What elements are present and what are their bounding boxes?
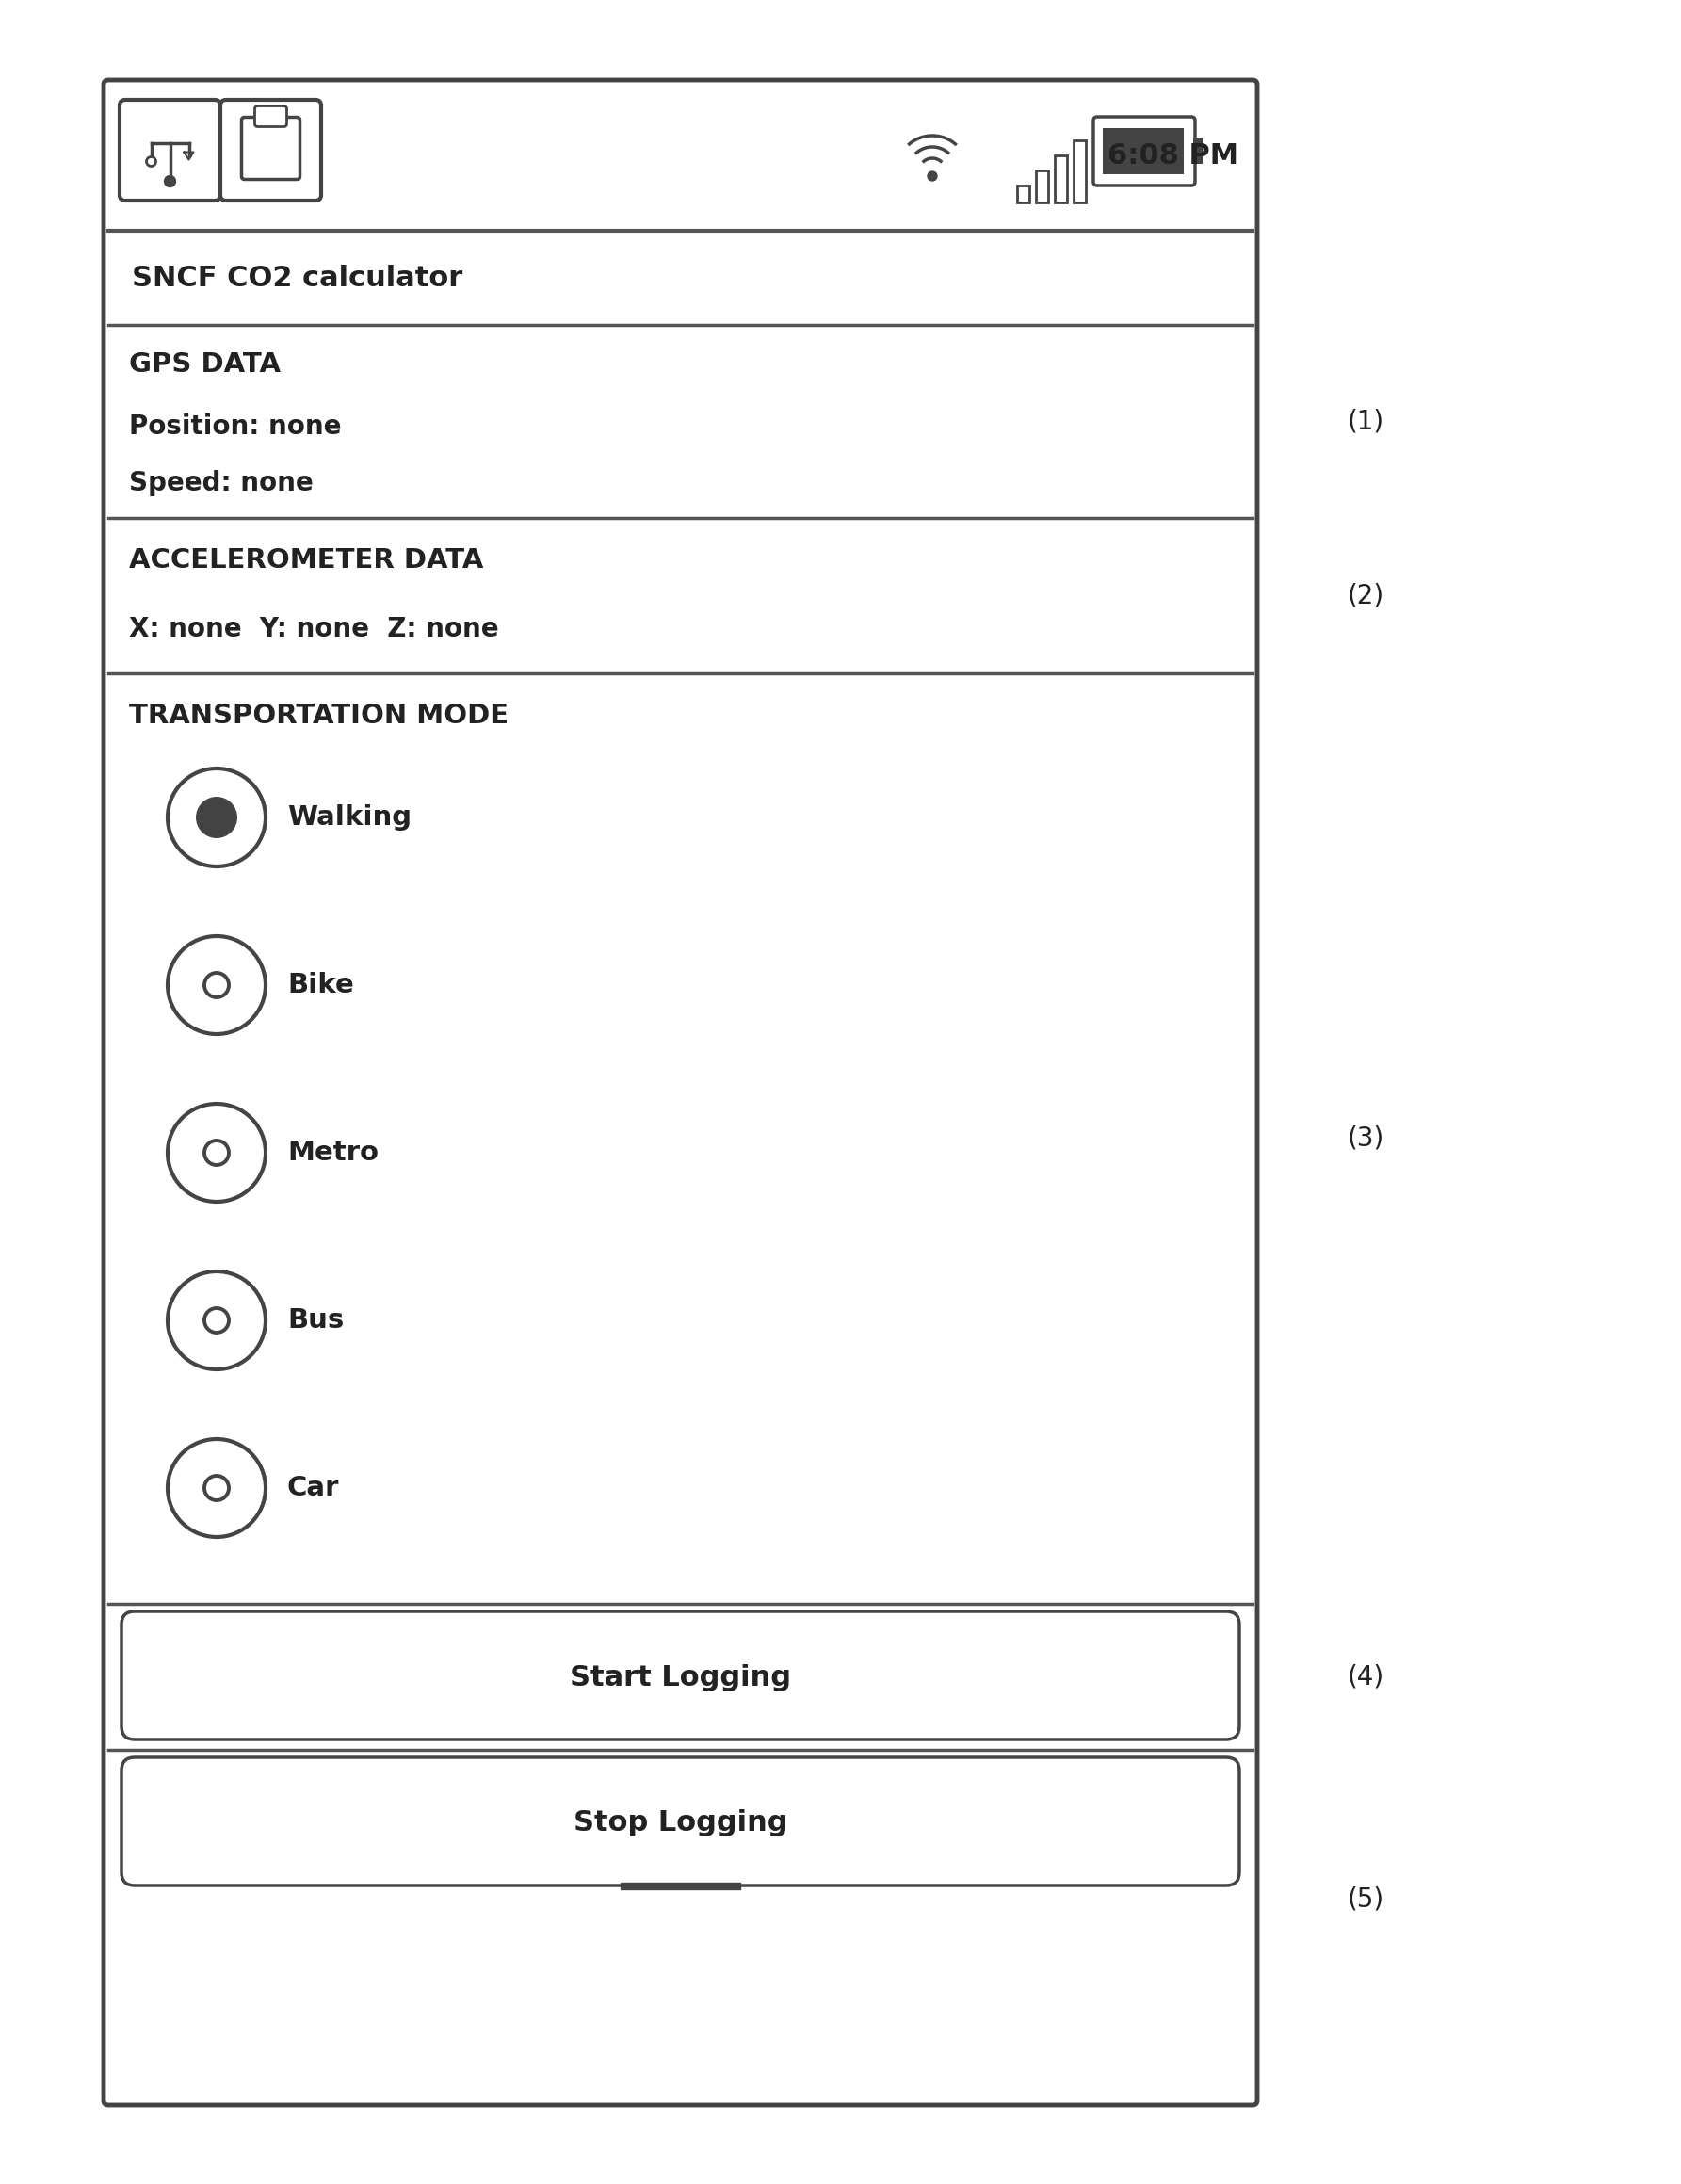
Circle shape (205, 972, 229, 998)
Text: Bike: Bike (287, 972, 355, 998)
Circle shape (205, 1140, 229, 1164)
Circle shape (146, 157, 156, 166)
Circle shape (197, 797, 237, 839)
Text: Position: none: Position: none (129, 413, 341, 439)
Text: SNCF CO2 calculator: SNCF CO2 calculator (131, 264, 462, 290)
Text: Metro: Metro (287, 1140, 378, 1166)
Text: TRANSPORTATION MODE: TRANSPORTATION MODE (129, 703, 509, 729)
Text: Start Logging: Start Logging (570, 1664, 792, 1690)
Circle shape (168, 1439, 266, 1538)
Text: ACCELEROMETER DATA: ACCELEROMETER DATA (129, 548, 484, 574)
FancyBboxPatch shape (1093, 116, 1195, 186)
Bar (1054, 155, 1067, 203)
Circle shape (205, 1476, 229, 1500)
FancyBboxPatch shape (104, 81, 1257, 2105)
Text: Car: Car (287, 1474, 340, 1500)
Bar (1194, 138, 1202, 164)
Text: Bus: Bus (287, 1308, 345, 1334)
Bar (1017, 186, 1029, 203)
FancyBboxPatch shape (220, 100, 321, 201)
FancyBboxPatch shape (121, 1612, 1239, 1738)
Circle shape (168, 1271, 266, 1369)
FancyBboxPatch shape (121, 1758, 1239, 1885)
Bar (1103, 129, 1183, 175)
Circle shape (168, 1103, 266, 1201)
Bar (1035, 170, 1049, 203)
Text: (2): (2) (1346, 583, 1383, 609)
Bar (1074, 140, 1086, 203)
Text: Stop Logging: Stop Logging (573, 1811, 787, 1837)
Text: (1): (1) (1346, 408, 1383, 435)
Text: Speed: none: Speed: none (129, 470, 313, 496)
Text: X: none  Y: none  Z: none: X: none Y: none Z: none (129, 616, 499, 642)
Text: 6:08 PM: 6:08 PM (1108, 142, 1239, 168)
Text: Walking: Walking (287, 804, 412, 830)
Text: GPS DATA: GPS DATA (129, 352, 281, 378)
Circle shape (928, 170, 936, 181)
Text: (3): (3) (1346, 1125, 1383, 1151)
Text: (5): (5) (1346, 1887, 1383, 1913)
Circle shape (168, 937, 266, 1033)
FancyBboxPatch shape (256, 107, 287, 127)
FancyBboxPatch shape (242, 118, 299, 179)
Circle shape (165, 175, 175, 188)
Text: (4): (4) (1346, 1664, 1383, 1690)
Circle shape (205, 1308, 229, 1332)
Circle shape (168, 769, 266, 867)
FancyBboxPatch shape (119, 100, 220, 201)
